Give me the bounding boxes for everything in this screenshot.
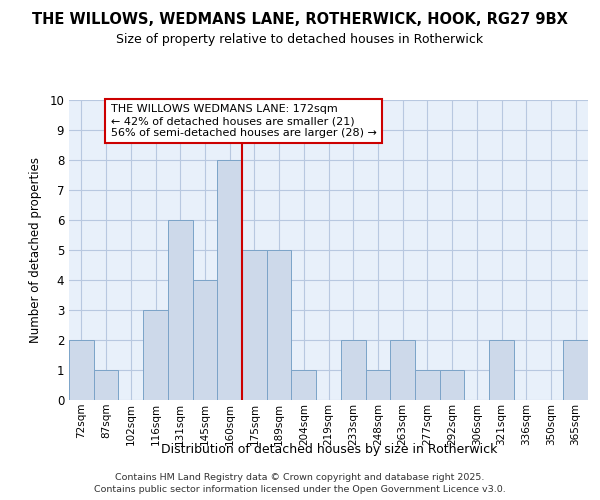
Bar xyxy=(94,370,118,400)
Bar xyxy=(563,340,588,400)
Y-axis label: Number of detached properties: Number of detached properties xyxy=(29,157,43,343)
Bar xyxy=(341,340,365,400)
Bar xyxy=(440,370,464,400)
Bar xyxy=(267,250,292,400)
Bar xyxy=(292,370,316,400)
Bar xyxy=(242,250,267,400)
Bar xyxy=(217,160,242,400)
Bar xyxy=(390,340,415,400)
Bar xyxy=(168,220,193,400)
Text: THE WILLOWS WEDMANS LANE: 172sqm
← 42% of detached houses are smaller (21)
56% o: THE WILLOWS WEDMANS LANE: 172sqm ← 42% o… xyxy=(111,104,377,138)
Bar xyxy=(365,370,390,400)
Bar xyxy=(69,340,94,400)
Text: Contains public sector information licensed under the Open Government Licence v3: Contains public sector information licen… xyxy=(94,485,506,494)
Bar xyxy=(489,340,514,400)
Text: THE WILLOWS, WEDMANS LANE, ROTHERWICK, HOOK, RG27 9BX: THE WILLOWS, WEDMANS LANE, ROTHERWICK, H… xyxy=(32,12,568,28)
Bar xyxy=(143,310,168,400)
Text: Distribution of detached houses by size in Rotherwick: Distribution of detached houses by size … xyxy=(161,442,497,456)
Text: Size of property relative to detached houses in Rotherwick: Size of property relative to detached ho… xyxy=(116,32,484,46)
Bar xyxy=(193,280,217,400)
Bar xyxy=(415,370,440,400)
Text: Contains HM Land Registry data © Crown copyright and database right 2025.: Contains HM Land Registry data © Crown c… xyxy=(115,472,485,482)
